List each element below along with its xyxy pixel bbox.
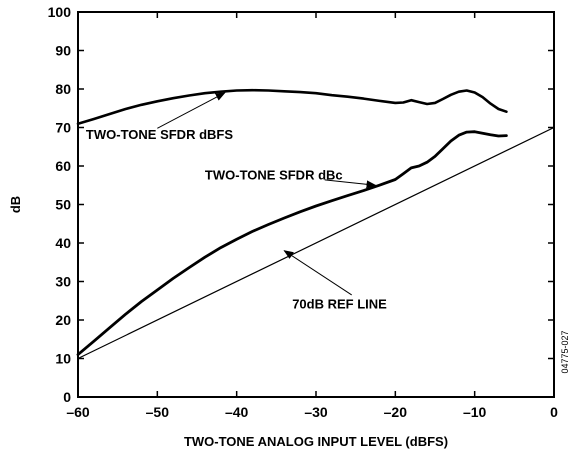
y-tick-label: 50: [55, 197, 71, 213]
axis-ticks: –60 –50 –40 –30 –20 –10 0 0 10 20 30 40 50 60 70 80 90 10…: [48, 4, 558, 420]
y-tick-label: 60: [55, 158, 71, 174]
y-tick-label: 20: [55, 312, 71, 328]
annotations: TWO-TONE SFDR dBFS TWO-TONE SFDR dBc 70dB …: [86, 92, 387, 311]
series-line-ref: [77, 126, 555, 360]
y-axis-title: dB: [8, 196, 23, 213]
plot-frame: [77, 11, 555, 398]
y-tick-label: 100: [48, 4, 72, 20]
annotation-label: TWO-TONE SFDR dBFS: [86, 127, 233, 142]
x-tick-label: –20: [384, 404, 408, 420]
y-tick-label: 10: [55, 351, 71, 367]
annotation-arrow: [324, 179, 377, 189]
y-tick-label: 0: [63, 389, 71, 405]
x-tick-label: –50: [146, 404, 170, 420]
x-tick-label: –60: [66, 404, 90, 420]
annotation-label: TWO-TONE SFDR dBc: [205, 167, 343, 182]
figure-code: 04775-027: [560, 330, 570, 373]
y-tick-label: 90: [55, 43, 71, 59]
y-tick-label: 80: [55, 81, 71, 97]
x-tick-label: 0: [550, 404, 558, 420]
x-tick-label: –10: [463, 404, 487, 420]
y-tick-label: 40: [55, 235, 71, 251]
x-tick-label: –40: [225, 404, 249, 420]
series-line-sfdr-dbc: [76, 130, 508, 357]
annotation-label: 70dB REF LINE: [292, 296, 387, 311]
series-line-sfdr-dbfs: [76, 88, 508, 125]
annotation-arrow: [157, 92, 226, 129]
y-tick-label: 30: [55, 274, 71, 290]
annotation-arrow: [283, 250, 352, 296]
x-tick-label: –30: [304, 404, 328, 420]
y-tick-label: 70: [55, 120, 71, 136]
x-axis-title: TWO-TONE ANALOG INPUT LEVEL (dBFS): [184, 434, 448, 449]
series-lines: [76, 88, 555, 360]
